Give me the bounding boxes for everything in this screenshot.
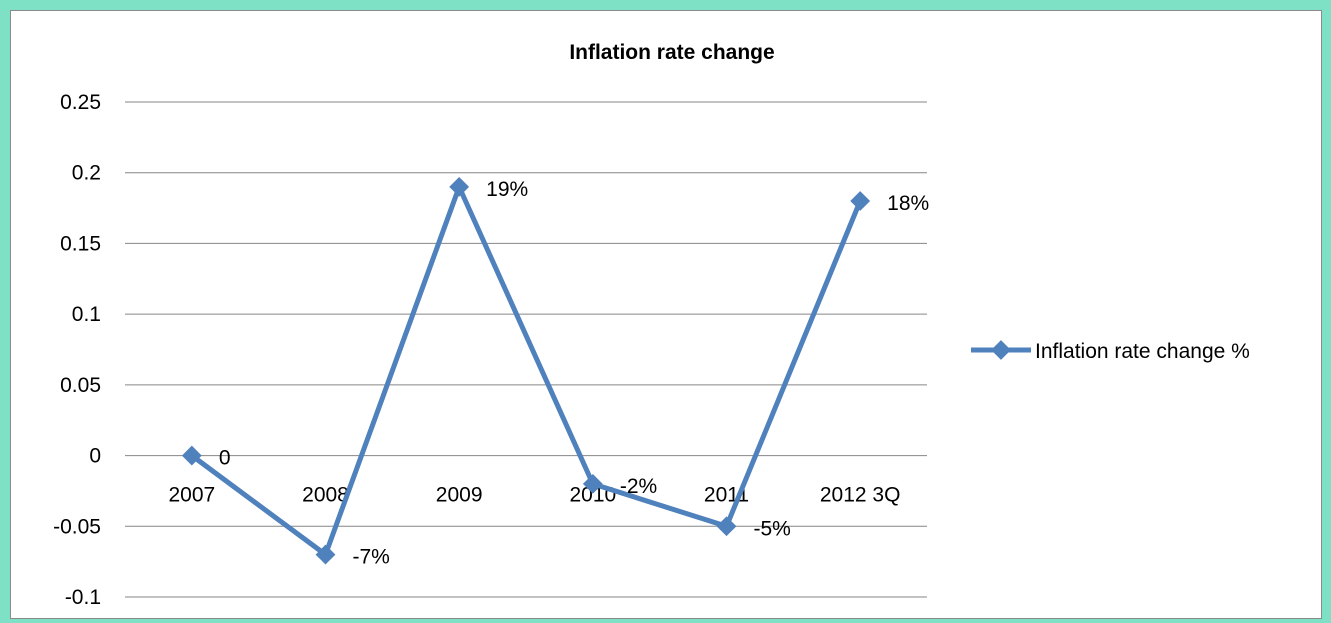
- data-point-marker: [582, 473, 603, 494]
- data-point-marker: [850, 191, 871, 211]
- data-label: -2%: [620, 475, 657, 498]
- series-line: [190, 184, 863, 558]
- data-labels: 0 -7% 19% -2% -5% 18%: [219, 178, 929, 569]
- x-tick-label: 2009: [436, 484, 483, 507]
- series-layer: [181, 176, 871, 565]
- legend: Inflation rate change %: [971, 340, 1250, 363]
- y-tick-label: -0.05: [53, 515, 101, 538]
- data-label: 18%: [887, 192, 929, 215]
- gridlines: [125, 101, 927, 598]
- y-tick-label: 0.2: [72, 162, 101, 185]
- data-label: 0: [219, 447, 231, 470]
- y-tick-label: 0.25: [60, 91, 101, 114]
- x-tick-label: 2012 3Q: [820, 484, 901, 507]
- y-axis-tick-labels: 0.25 0.2 0.15 0.1 0.05 0 -0.05 -0.1: [53, 91, 101, 609]
- y-tick-label: 0.15: [60, 232, 101, 255]
- y-tick-label: -0.1: [65, 586, 101, 609]
- x-tick-label: 2007: [168, 484, 215, 507]
- x-tick-label: 2008: [302, 484, 349, 507]
- chart-title: Inflation rate change: [569, 41, 774, 64]
- legend-diamond-marker: [991, 340, 1011, 360]
- data-point-marker: [716, 516, 737, 537]
- data-point-marker: [181, 445, 202, 466]
- data-label: 19%: [486, 178, 528, 201]
- data-point-marker: [449, 176, 470, 197]
- data-label: -5%: [754, 517, 791, 540]
- x-axis-tick-labels: 2007 2008 2009 2010 2011 2012 3Q: [168, 484, 900, 507]
- y-tick-label: 0.1: [72, 303, 101, 326]
- data-point-marker: [315, 544, 336, 565]
- data-label: -7%: [353, 546, 390, 569]
- chart-container: Inflation rate change 0.25 0.2 0.15 0.1 0.05…: [10, 10, 1322, 619]
- line-chart: Inflation rate change 0.25 0.2 0.15 0.1 0.05…: [53, 41, 1250, 609]
- y-tick-label: 0: [89, 445, 101, 468]
- legend-label: Inflation rate change %: [1035, 340, 1250, 363]
- y-tick-label: 0.05: [60, 374, 101, 397]
